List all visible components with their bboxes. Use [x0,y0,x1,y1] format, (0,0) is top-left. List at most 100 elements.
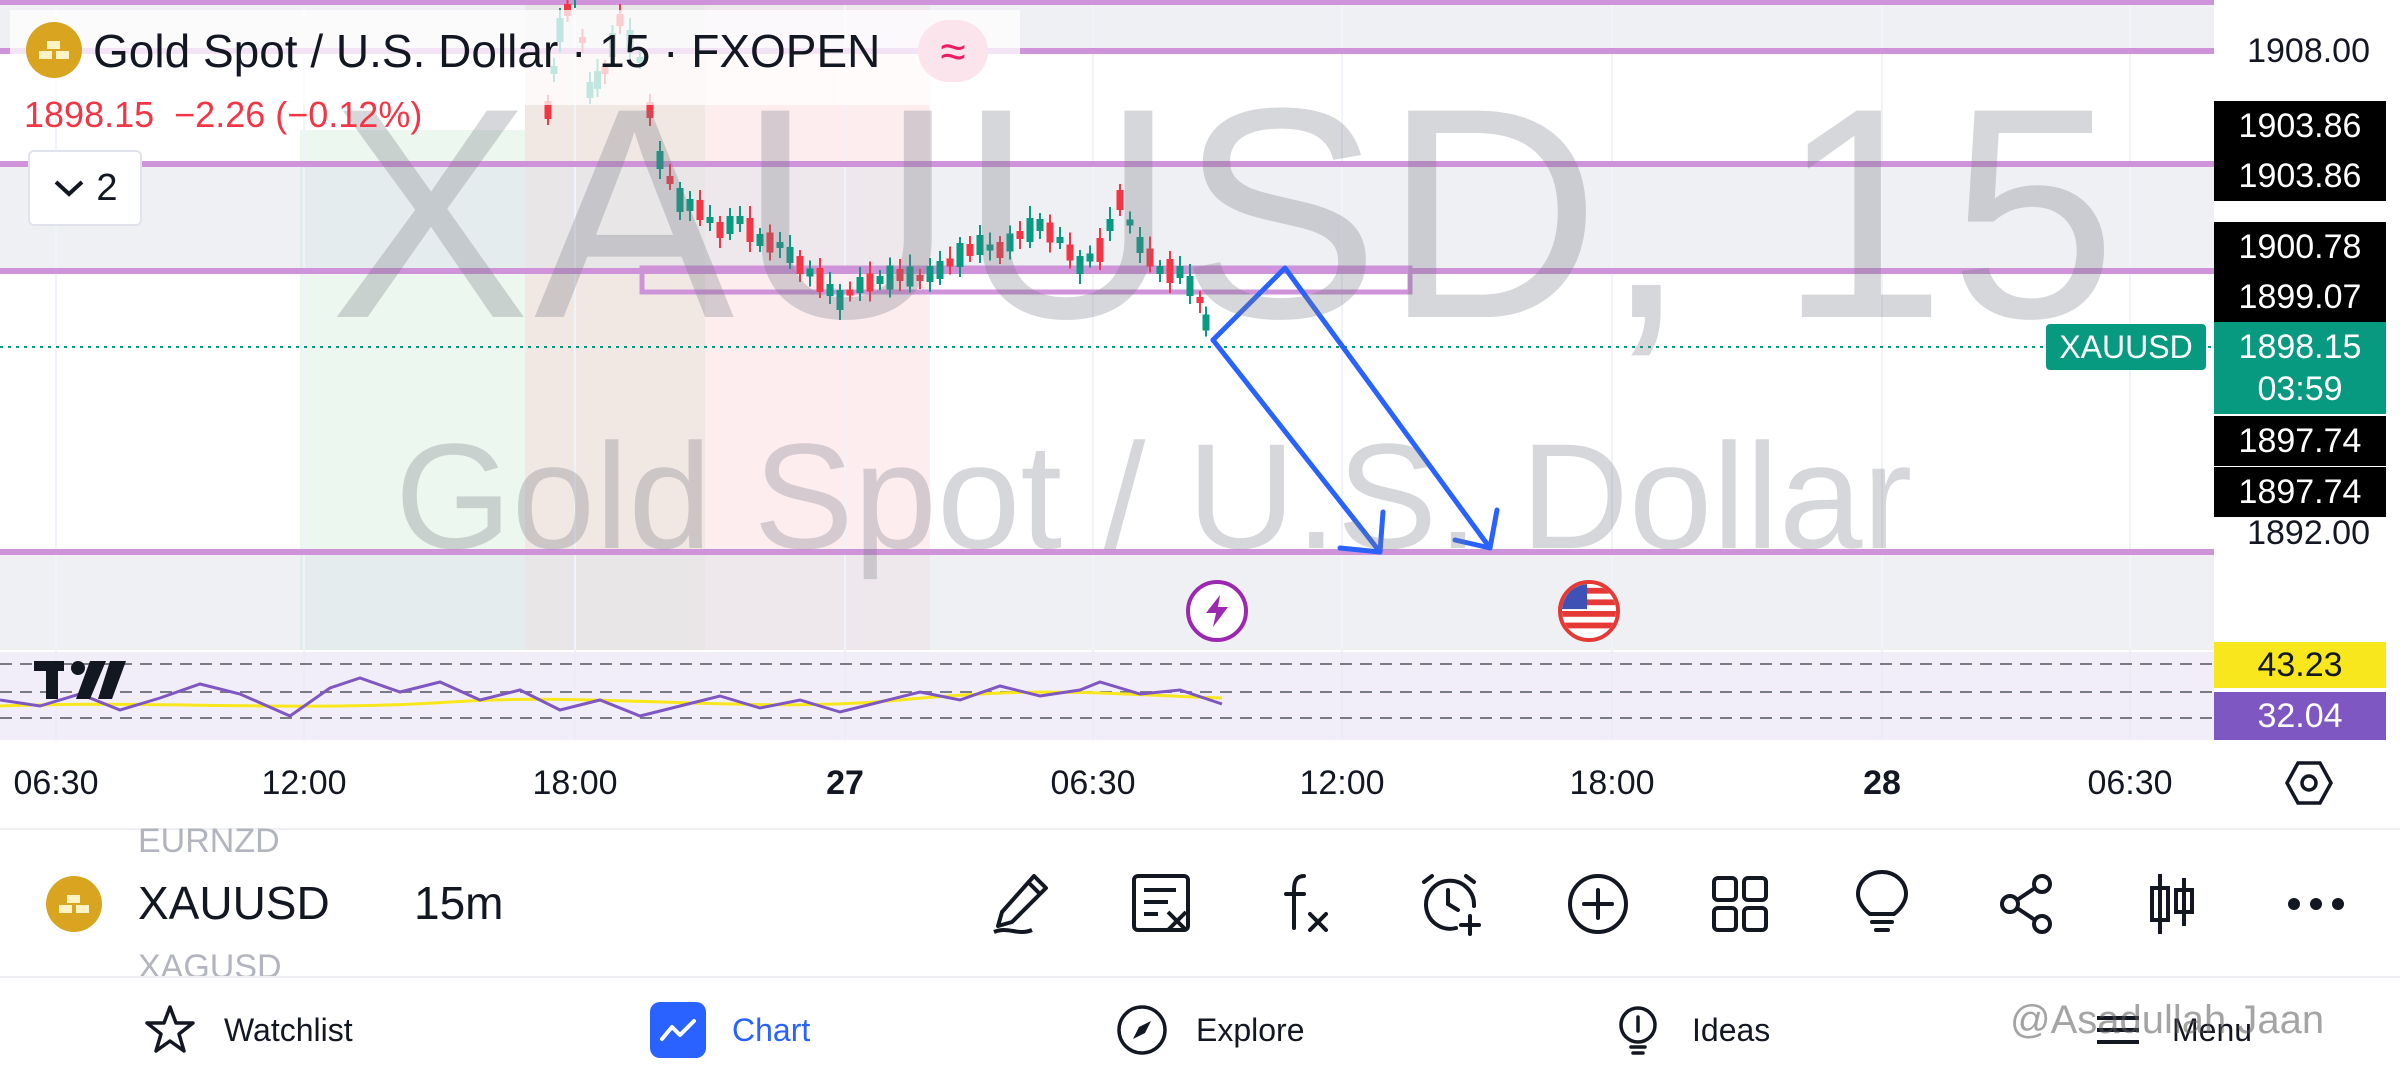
candle-body [1166,259,1174,283]
chart-toolbar: EURNZD XAUUSD XAGUSD 15m [0,822,2400,986]
nav-ideas[interactable]: Ideas [1610,1000,1770,1060]
time-axis-label: 06:30 [2087,764,2173,802]
nav-menu[interactable]: Menu [2090,1000,2252,1060]
current-price-box: 1898.15 03:59 [2214,322,2386,414]
candle-body [876,276,884,284]
candle-body [1036,219,1044,231]
indicators-fx-icon[interactable] [1268,866,1344,942]
add-icon[interactable] [1560,866,1636,942]
candle-body [716,222,724,238]
indicators-toggle-button[interactable]: 2 [28,150,142,226]
indicators-count: 2 [96,166,118,209]
time-axis-label: 27 [826,764,864,802]
consolidation-box [639,265,1413,295]
range-box-mid [0,165,2214,270]
nav-chart-label: Chart [732,1011,811,1048]
candle-body [796,256,804,274]
candle-body [1202,314,1210,331]
layout-grid-icon[interactable] [1702,866,1778,942]
rsi-line [0,676,1223,718]
candle-body [656,151,664,169]
candle-body [1086,253,1094,262]
chart-canvas[interactable] [0,0,2400,830]
nav-explore[interactable]: Explore [1114,1000,1305,1060]
candle-body [1016,231,1024,239]
arrow-head-1 [1452,507,1500,551]
rsi-value: 32.04 [2214,692,2386,740]
time-axis-label: 12:00 [1299,764,1385,802]
chart-area[interactable]: XAUUSD, 15 Gold Spot / U.S. Dollar Gold … [0,0,2400,830]
chart-type-icon[interactable] [2134,866,2210,942]
gold-symbol-icon [26,22,82,78]
more-icon[interactable] [2278,866,2354,942]
candle-body [856,277,864,293]
arrow-head-2 [1337,509,1386,555]
candle-body [936,261,944,279]
credit-watermark: @Asadullah Jaan [2010,998,2325,1042]
candle-body [756,234,764,246]
price-box: 1903.86 [2214,151,2386,201]
candle-body [1156,266,1164,274]
candle-body [1046,222,1054,243]
settings-icon[interactable] [2284,758,2334,808]
range-box-bottom [0,552,2214,650]
nav-watchlist-label: Watchlist [224,1011,353,1048]
lightning-icon[interactable] [1186,580,1248,642]
interval-selector[interactable]: 15m [414,877,504,929]
previous-symbol[interactable]: EURNZD [138,822,280,860]
ideas-bulb-icon[interactable] [1844,866,1920,942]
drawing-icon[interactable] [984,866,1060,942]
price-box: 1899.07 [2214,272,2386,322]
price-box: 1897.74 [2214,467,2386,517]
last-price: 1898.15 [24,94,155,135]
time-axis-label: 18:00 [1569,764,1655,802]
candle-body [726,216,734,234]
time-axis-label: 18:00 [532,764,618,802]
time-axis-label: 06:30 [13,764,99,802]
symbol-selector[interactable]: XAUUSD [138,877,330,929]
candle-body [846,289,854,296]
time-axis-label: 12:00 [261,764,347,802]
candle-body [996,242,1004,258]
candle-body [676,188,684,212]
candle-body [1096,238,1104,262]
candle-body [1146,248,1154,267]
price-box: 1900.78 [2214,222,2386,272]
candle-body [1026,218,1034,242]
us-flag-icon[interactable] [1558,580,1620,642]
candle-body [1116,190,1124,210]
current-price: 1898.15 [2238,328,2362,366]
price-axis-label: 1892.00 [2247,514,2370,552]
candle-body [986,244,994,251]
nav-explore-label: Explore [1196,1011,1305,1048]
price-box: 1903.86 [2214,101,2386,151]
arrow-path-1 [1210,265,1493,551]
candle-body [1106,219,1114,231]
indicator-template-icon[interactable] [1124,866,1200,942]
symbol-header [10,10,1020,105]
candle-body [776,242,784,248]
candle-body [1186,276,1194,296]
time-axis-label: 06:30 [1050,764,1136,802]
candle-body [666,176,674,184]
symbol-title[interactable]: Gold Spot / U.S. Dollar · 15 · FXOPEN [93,25,881,77]
change-value: −2.26 (−0.12%) [174,94,423,135]
rsi-background [0,652,2214,740]
candle-body [896,269,904,281]
candle-body [886,265,894,290]
nav-chart[interactable]: Chart [650,1000,810,1060]
gold-symbol-icon [46,876,102,932]
nav-watchlist[interactable]: Watchlist [142,1000,353,1060]
candle-body [1066,244,1074,261]
share-icon[interactable] [1990,866,2066,942]
current-symbol-tag: XAUUSD [2046,324,2206,370]
price-change: 1898.15 −2.26 (−0.12%) [24,94,422,136]
rsi-ma-line [0,690,1223,708]
candle-body [686,199,694,211]
candle-body [706,217,714,223]
alert-add-icon[interactable] [1412,866,1488,942]
candle-body [646,102,654,118]
watermark-name: Gold Spot / U.S. Dollar [395,412,1913,580]
candle-body [946,258,954,267]
wave-icon[interactable]: ≈ [918,20,988,82]
